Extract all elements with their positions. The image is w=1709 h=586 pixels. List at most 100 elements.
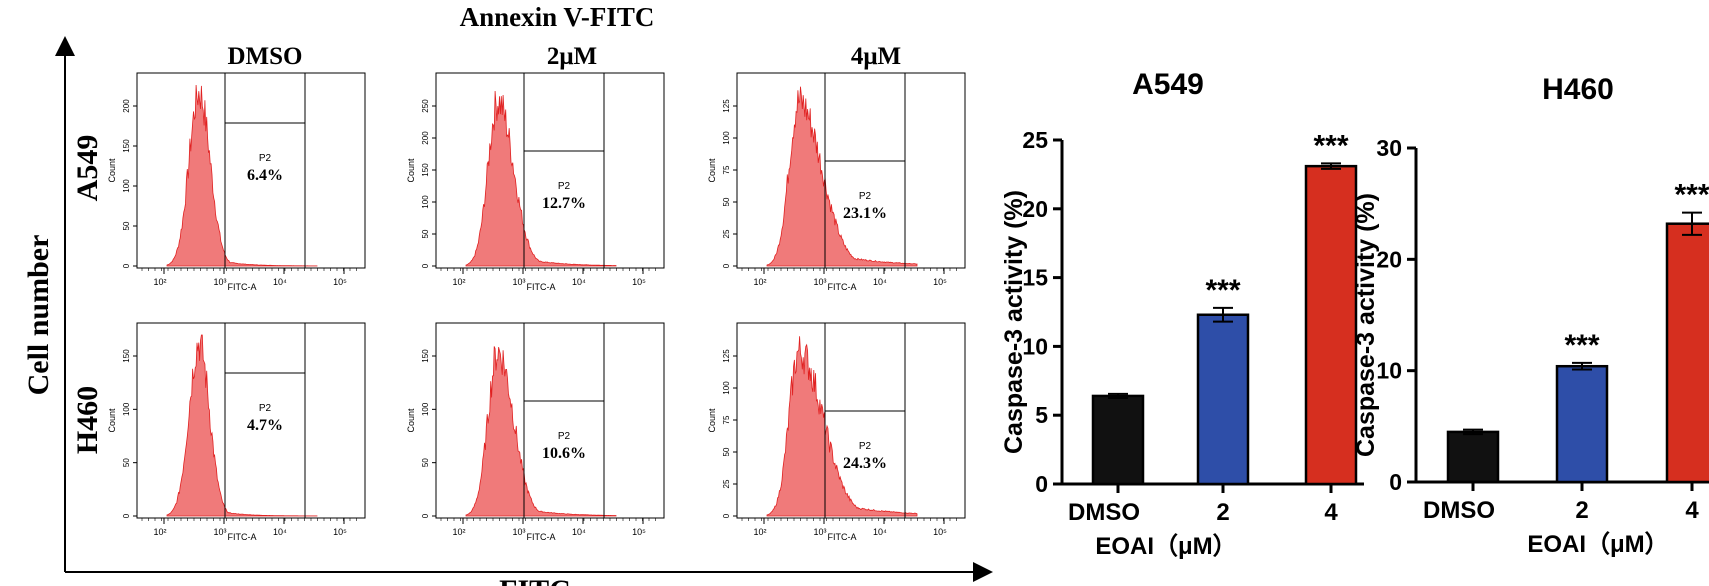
x-tick-label: 10² bbox=[153, 527, 166, 537]
x-tick-label: 10³ bbox=[512, 277, 525, 287]
x-tick-label: 10⁴ bbox=[873, 277, 887, 287]
count-axis-label: Count bbox=[107, 158, 117, 183]
bar-dmso bbox=[1091, 394, 1145, 486]
x-tick-label: 4 bbox=[1685, 497, 1699, 524]
fitc-label: FITC bbox=[499, 574, 571, 586]
y-tick-label: 0 bbox=[1389, 469, 1402, 495]
y-tick-label: 100 bbox=[421, 402, 430, 416]
x-tick-label: 10⁵ bbox=[632, 527, 646, 537]
gate-percent: 4.7% bbox=[247, 417, 283, 434]
column-header-1: 2μM bbox=[547, 43, 597, 70]
cell-number-label: Cell number bbox=[22, 235, 55, 396]
y-tick-label: 150 bbox=[122, 349, 131, 363]
gate-percent: 23.1% bbox=[843, 205, 887, 222]
y-tick-label: 5 bbox=[1035, 402, 1048, 428]
y-tick-label: 150 bbox=[421, 163, 430, 177]
panel-frame bbox=[435, 72, 665, 269]
bar-2 bbox=[1555, 364, 1609, 484]
count-axis-label: Count bbox=[707, 408, 717, 433]
x-tick-label: 10⁴ bbox=[572, 527, 586, 537]
chart-title: H460 bbox=[1542, 73, 1614, 106]
histogram bbox=[465, 90, 617, 267]
y-tick-label: 25 bbox=[722, 229, 731, 238]
flow-panel-0: P2 6.4% 0 50 100 150 200 Count 10² 10³ 10⁴ 10⁵ FITC-… bbox=[107, 72, 366, 292]
histogram bbox=[166, 84, 318, 267]
y-tick-label: 10 bbox=[1022, 333, 1048, 359]
y-tick-label: 50 bbox=[421, 229, 430, 238]
x-tick-label: 10² bbox=[753, 527, 766, 537]
y-tick-label: 50 bbox=[122, 221, 131, 230]
bar-4 bbox=[1304, 164, 1358, 486]
flow-panel-3: P2 4.7% 0 50 100 150 Count 10² 10³ 10⁴ 10⁵ FITC-A bbox=[107, 322, 366, 542]
y-tick-label: 50 bbox=[421, 458, 430, 467]
x-axis-label: EOAI（μM） bbox=[1527, 531, 1668, 558]
significance-mark: *** bbox=[1564, 329, 1599, 362]
gate-label: P2 bbox=[558, 431, 571, 442]
y-tick-label: 30 bbox=[1376, 135, 1402, 161]
count-axis-label: Count bbox=[406, 408, 416, 433]
y-tick-label: 0 bbox=[122, 263, 131, 268]
column-header-2: 4μM bbox=[851, 43, 901, 70]
x-tick-label: 10⁵ bbox=[333, 277, 347, 287]
y-tick-label: 25 bbox=[1022, 127, 1048, 153]
y-tick-label: 75 bbox=[722, 165, 731, 174]
significance-mark: *** bbox=[1674, 179, 1709, 212]
x-tick-label: 10² bbox=[753, 277, 766, 287]
x-tick-label: 10⁵ bbox=[933, 527, 947, 537]
fitc-a-axis-label: FITC-A bbox=[228, 282, 257, 292]
panel-frame bbox=[136, 72, 366, 269]
panel-frame bbox=[736, 322, 966, 519]
panel-frame bbox=[736, 72, 966, 269]
y-tick-label: 50 bbox=[722, 197, 731, 206]
bar-dmso bbox=[1446, 430, 1500, 484]
histogram bbox=[465, 346, 617, 517]
y-tick-label: 125 bbox=[722, 349, 731, 363]
y-tick-label: 25 bbox=[722, 479, 731, 488]
x-tick-label: 10² bbox=[452, 527, 465, 537]
gate-label: P2 bbox=[558, 181, 571, 192]
significance-mark: *** bbox=[1313, 129, 1348, 162]
y-tick-label: 0 bbox=[722, 263, 731, 268]
flow-panels: DMSO 2μM 4μM A549 H460 P2 6.4% 0 50 100 150 200 Coun… bbox=[71, 43, 966, 542]
row-header-0: A549 bbox=[71, 135, 104, 202]
x-tick-label: 2 bbox=[1216, 499, 1229, 526]
gate-label: P2 bbox=[859, 441, 872, 452]
bar-2 bbox=[1196, 313, 1250, 486]
y-tick-label: 50 bbox=[722, 447, 731, 456]
x-tick-label: 10⁴ bbox=[273, 527, 287, 537]
count-axis-label: Count bbox=[107, 408, 117, 433]
x-tick-label: 10² bbox=[153, 277, 166, 287]
flow-panel-5: P2 24.3% 0 25 50 75 100 125 Count 10² 10³ 10⁴ 10⁵ FIT… bbox=[707, 322, 966, 542]
y-tick-label: 50 bbox=[122, 458, 131, 467]
flow-title: Annexin V-FITC bbox=[460, 2, 655, 32]
y-tick-label: 15 bbox=[1022, 265, 1048, 291]
column-header-0: DMSO bbox=[228, 43, 303, 70]
flow-panel-1: P2 12.7% 0 50 100 150 200 250 Count 10² 10³ 10⁴ 10⁵ F… bbox=[406, 72, 665, 292]
row-header-1: H460 bbox=[71, 386, 104, 454]
y-tick-label: 100 bbox=[722, 381, 731, 395]
y-axis-label: Caspase-3 activity (%) bbox=[1352, 193, 1380, 457]
x-tick-label: 4 bbox=[1324, 499, 1338, 526]
fitc-a-axis-label: FITC-A bbox=[527, 532, 556, 542]
y-tick-label: 0 bbox=[722, 513, 731, 518]
x-tick-label: 10³ bbox=[512, 527, 525, 537]
bar-chart-a549: A549 0 5 10 15 20 25 Caspase-3 activity (%) DMSO… bbox=[1000, 68, 1364, 560]
gate-label: P2 bbox=[259, 153, 272, 164]
gate-label: P2 bbox=[859, 191, 872, 202]
x-tick-label: 10³ bbox=[213, 277, 226, 287]
y-tick-label: 0 bbox=[122, 513, 131, 518]
gate-percent: 6.4% bbox=[247, 167, 283, 184]
x-tick-label: 10⁵ bbox=[632, 277, 646, 287]
y-tick-label: 10 bbox=[1376, 358, 1402, 384]
y-tick-label: 200 bbox=[122, 99, 131, 113]
x-tick-label: 10³ bbox=[813, 527, 826, 537]
x-tick-label: 10⁴ bbox=[572, 277, 586, 287]
gate-percent: 12.7% bbox=[542, 195, 586, 212]
fitc-a-axis-label: FITC-A bbox=[828, 532, 857, 542]
y-tick-label: 100 bbox=[722, 131, 731, 145]
y-tick-label: 100 bbox=[421, 195, 430, 209]
bar-4 bbox=[1665, 222, 1709, 484]
y-tick-label: 100 bbox=[122, 179, 131, 193]
